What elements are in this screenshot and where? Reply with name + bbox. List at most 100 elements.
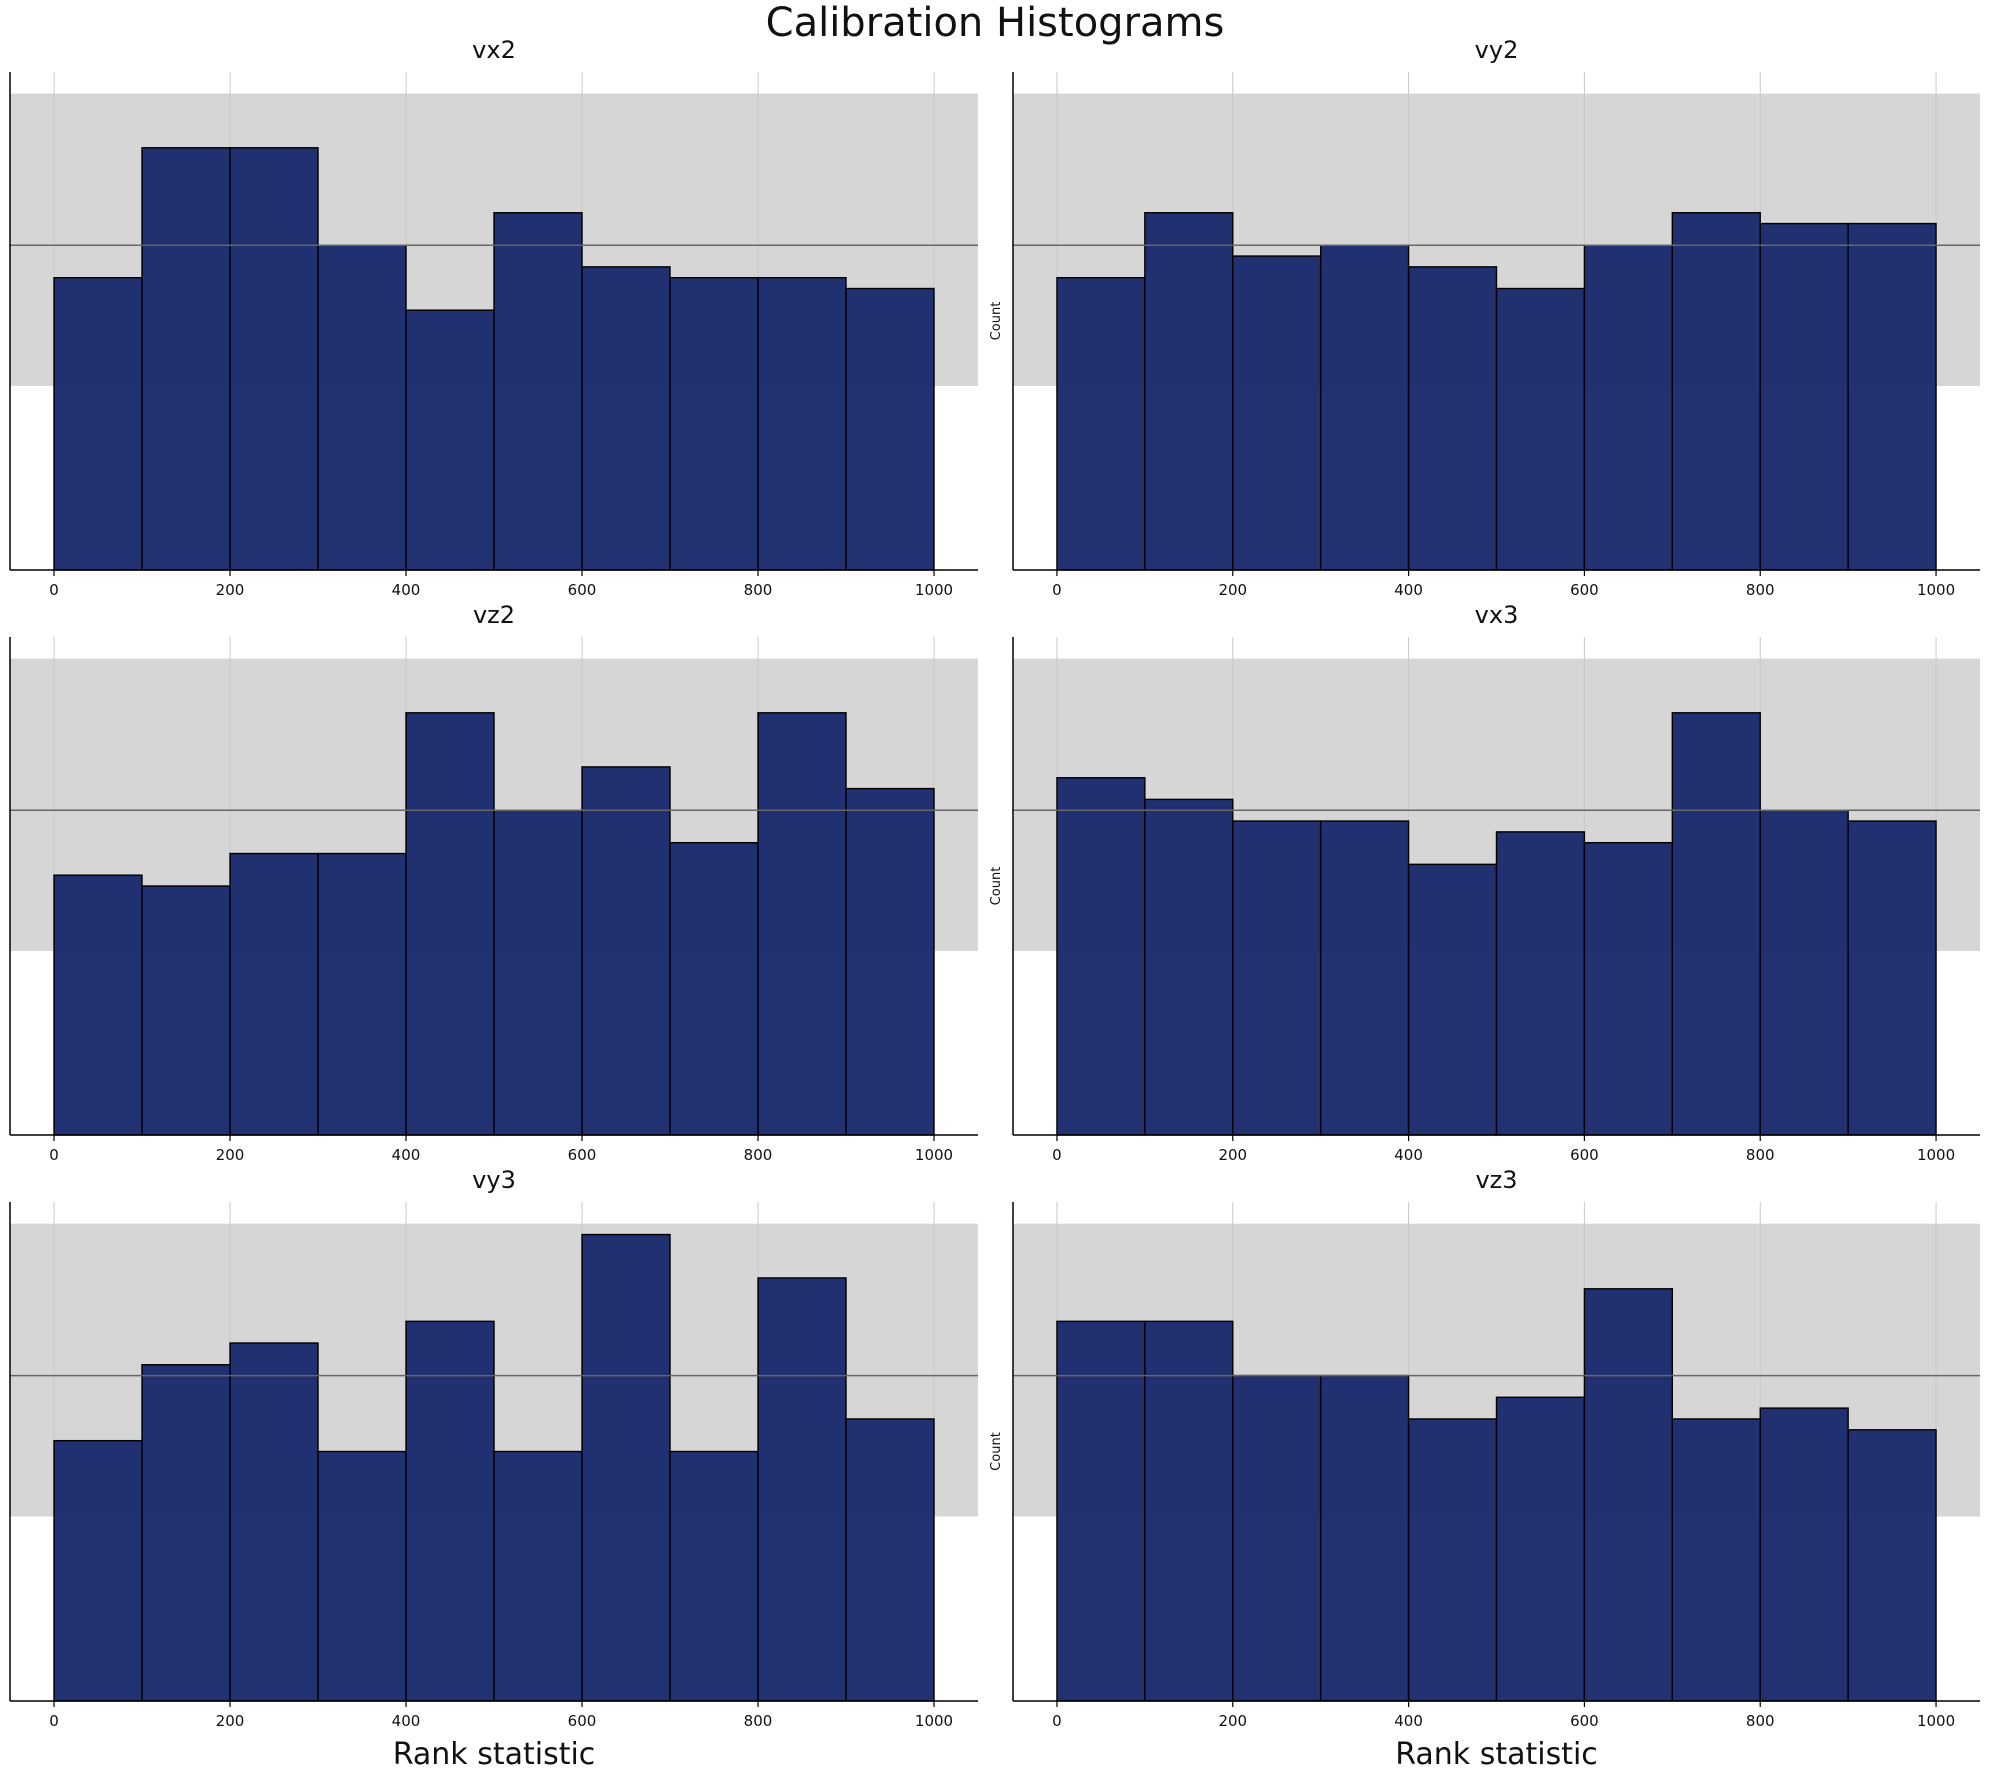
bar-vy3-6 [581,1233,671,1702]
bar-vx3-5 [1495,831,1586,1136]
panel-vz3: 0 200 400 600 800 1000 vz3 Count Rank statistic [989,1166,1980,1769]
x-tick-label: 0 [1052,581,1062,599]
bar-vy2-5 [1495,287,1586,571]
bar-vx2-0 [53,276,143,571]
bar-vx2-7 [669,276,759,571]
x-tick-label: 800 [744,1146,773,1164]
bar-vx3-4 [1407,863,1498,1136]
x-tick-label: 0 [49,1712,59,1730]
panel-vz2: 0 200 400 600 800 1000 vz2 [9,601,978,1164]
bar-vz3-9 [1847,1429,1937,1702]
bar-vz3-3 [1319,1374,1410,1702]
bar-vx2-1 [141,147,231,571]
x-tick-label: 600 [1570,1146,1599,1164]
bar-vx2-6 [581,266,671,571]
panel-title: vz2 [473,601,515,629]
bar-vx3-2 [1232,820,1322,1136]
x-tick-label: 0 [49,1146,59,1164]
bar-vy2-0 [1056,276,1146,571]
panel-title: vx3 [1475,601,1519,629]
bar-vy3-9 [845,1418,935,1702]
x-tick-label: 400 [392,1146,421,1164]
bar-vz3-6 [1583,1288,1674,1702]
x-tick-label: 400 [1394,1712,1423,1730]
bar-vy2-9 [1847,222,1937,571]
x-tick-label: 800 [744,1712,773,1730]
bar-vy3-5 [493,1450,583,1702]
x-tick-label: 1000 [915,1146,953,1164]
bar-vx2-4 [405,309,495,571]
x-tick-label: 200 [1218,1146,1247,1164]
y-axis-label: Count [989,867,1004,906]
bar-vz3-7 [1671,1418,1761,1702]
bar-vz2-1 [141,885,231,1136]
x-tick-label: 600 [1570,581,1599,599]
x-tick-label: 200 [216,581,245,599]
bar-vy3-0 [53,1439,143,1702]
x-tick-label: 800 [1746,1146,1775,1164]
x-tick-label: 200 [1218,581,1247,599]
panel-vy2: 0 200 400 600 800 1000 vy2 Count [989,36,1980,599]
x-tick-label: 600 [568,1146,597,1164]
panel-vy3: 0 200 400 600 800 1000 vy3 Rank statistic [9,1166,978,1769]
bar-vy3-8 [757,1277,847,1702]
bar-vx3-6 [1583,841,1674,1136]
bar-vx3-3 [1319,820,1410,1136]
panel-title: vy2 [1475,36,1519,64]
bar-vy2-7 [1671,212,1761,571]
x-tick-label: 600 [1570,1712,1599,1730]
x-tick-label: 400 [392,1712,421,1730]
bar-vy3-3 [317,1450,407,1702]
x-tick-label: 200 [216,1712,245,1730]
x-tick-label: 800 [744,581,773,599]
bar-vz2-6 [581,766,671,1136]
x-tick-label: 0 [1052,1712,1062,1730]
bar-vy2-8 [1759,222,1849,571]
bar-vz2-9 [845,787,935,1136]
bar-vy3-2 [229,1342,319,1702]
bar-vz2-2 [229,852,319,1136]
bar-vx3-8 [1759,809,1849,1136]
bar-vx3-9 [1847,820,1937,1136]
x-tick-label: 200 [1218,1712,1247,1730]
y-axis-label: Count [989,302,1004,341]
bar-vy2-4 [1407,266,1498,571]
bar-vy3-4 [405,1320,495,1702]
bar-vy3-7 [669,1450,759,1702]
x-tick-label: 1000 [1917,1712,1955,1730]
x-tick-label: 800 [1746,1712,1775,1730]
panel-title: vz3 [1475,1166,1517,1194]
bar-vx2-5 [493,212,583,571]
bar-vx3-1 [1144,798,1234,1136]
x-tick-label: 0 [1052,1146,1062,1164]
bar-vy2-1 [1144,212,1234,571]
bar-vz3-2 [1232,1374,1322,1702]
bar-vz3-1 [1144,1320,1234,1702]
x-tick-label: 0 [49,581,59,599]
bar-vz2-7 [669,841,759,1136]
x-tick-label: 400 [1394,581,1423,599]
bar-vy3-1 [141,1364,231,1702]
y-axis-label: Count [989,1432,1004,1471]
bar-vx2-9 [845,287,935,571]
bar-vz2-4 [405,712,495,1136]
x-tick-label: 1000 [1917,1146,1955,1164]
x-tick-label: 1000 [1917,581,1955,599]
bar-vz2-3 [317,852,407,1136]
panel-title: vx2 [472,36,516,64]
bar-vz3-4 [1407,1418,1498,1702]
x-axis-label: Rank statistic [393,1737,596,1769]
bar-vy2-6 [1583,244,1674,571]
figure-title: Calibration Histograms [765,0,1225,46]
bar-vx2-2 [229,147,319,571]
bar-vz3-5 [1495,1396,1586,1702]
bar-vz3-0 [1056,1320,1146,1702]
bar-vx3-7 [1671,712,1761,1136]
panel-vx2: 0 200 400 600 800 1000 vx2 [9,36,978,599]
x-tick-label: 600 [568,581,597,599]
bar-vx2-8 [757,276,847,571]
bar-vz2-8 [757,712,847,1136]
bar-vz2-0 [53,874,143,1136]
bar-vy2-2 [1232,255,1322,571]
